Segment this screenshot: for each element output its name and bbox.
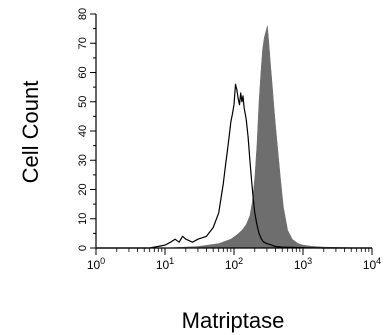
x-tick-label: 101 — [156, 256, 174, 272]
y-axis-title: Cell Count — [18, 81, 43, 184]
x-axis-title: Matriptase — [182, 308, 285, 333]
y-tick-label: 20 — [77, 183, 89, 195]
y-tick-label: 80 — [77, 8, 89, 20]
x-tick-label: 103 — [294, 256, 312, 272]
y-tick-label: 0 — [77, 245, 89, 251]
y-tick-label: 40 — [77, 125, 89, 137]
y-tick-label: 30 — [77, 154, 89, 166]
x-tick-label: 100 — [87, 256, 105, 272]
y-tick-label: 50 — [77, 96, 89, 108]
y-tick-label: 10 — [77, 213, 89, 225]
x-tick-label: 104 — [363, 256, 381, 272]
filled-histogram-series — [96, 25, 372, 249]
y-tick-label: 60 — [77, 66, 89, 78]
x-tick-label: 102 — [225, 256, 243, 272]
y-tick-label: 70 — [77, 37, 89, 49]
plot-area — [96, 25, 372, 249]
axes: 0 10 20 30 40 50 60 70 80 100 101 102 103 104 — [77, 8, 381, 272]
outline-histogram-series — [96, 83, 372, 249]
